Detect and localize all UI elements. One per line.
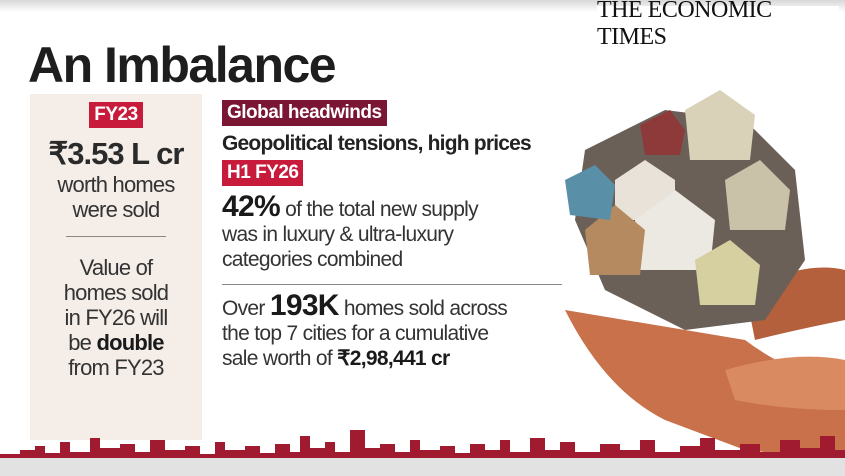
city-skyline-icon [0,430,845,458]
stat1-text: of the total new supply [279,198,479,221]
value-caption-1: worth homes [57,172,175,197]
stat1-line-2: was in luxury & ultra-luxury [222,223,454,246]
houses-in-hands-illustration [565,90,845,460]
fy23-panel: FY23 ₹3.53 L cr worth homes were sold Va… [30,94,202,440]
stat2-pre: Over [222,297,270,320]
bottom-band [0,458,845,476]
divider [66,236,166,237]
stat2-line-1: Over 193K homes sold across [222,291,572,321]
projection-line-1: Value of [79,255,154,280]
stat2-line-2: the top 7 cities for a cumulative [222,322,489,345]
stat2-line3-pre: sale worth of [222,347,338,370]
value-caption-2: were sold [72,197,161,222]
projection-bold: double [96,330,164,355]
h1fy26-panel: Global headwinds Geopolitical tensions, … [222,100,572,371]
divider [222,284,562,285]
fy23-value: ₹3.53 L cr [48,136,185,171]
economic-times-logo: THE ECONOMIC TIMES [597,0,839,50]
stat2-text: homes sold across [338,297,508,320]
projection-line-4: be double [30,330,202,355]
stat1-line-3: categories combined [222,248,403,271]
fy23-badge: FY23 [89,102,143,128]
headwinds-text: Geopolitical tensions, high prices [222,132,532,155]
projection-prefix: be [68,330,97,355]
stat2-bold: 193K [269,289,340,322]
houses-icon [565,90,805,330]
projection-line-3: in FY26 will [64,305,169,330]
projection-line-2: homes sold [63,280,169,305]
global-headwinds-badge: Global headwinds [222,100,387,126]
stat2-line3-bold: ₹2,98,441 cr [337,347,450,370]
h1fy26-badge: H1 FY26 [222,160,304,186]
headline: An Imbalance [28,37,337,93]
stat2-line-3: sale worth of ₹2,98,441 cr [222,346,572,371]
projection-line-5: from FY23 [68,355,164,380]
stat1-line-1: 42% of the total new supply [222,192,572,222]
stat1-bold: 42% [222,190,281,223]
